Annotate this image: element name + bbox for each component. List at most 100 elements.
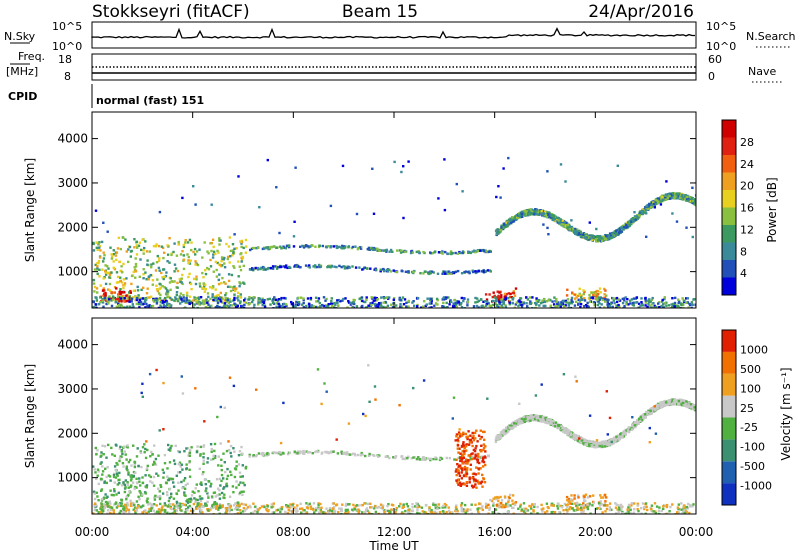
power-cell <box>158 282 161 286</box>
power-cell <box>107 267 110 270</box>
power-cell <box>593 237 596 241</box>
power-cell <box>545 300 549 303</box>
velocity-cell <box>421 457 424 460</box>
power-cell <box>615 296 619 300</box>
velocity-cell <box>555 423 558 426</box>
power-cell <box>557 217 561 220</box>
power-cell <box>240 245 243 249</box>
velocity-cell <box>127 473 130 476</box>
power-cell <box>189 259 192 262</box>
velocity-cell <box>97 499 100 502</box>
power-cell <box>271 301 275 304</box>
velocity-cell <box>364 454 367 458</box>
power-cell <box>144 298 147 302</box>
power-cell <box>622 224 625 227</box>
power-cell <box>197 296 200 299</box>
power-cell <box>198 282 201 285</box>
power-cell <box>573 304 577 307</box>
power-cell <box>374 296 377 299</box>
power-cell <box>670 195 673 199</box>
power-cell <box>551 300 554 303</box>
power-cell <box>348 266 351 269</box>
velocity-cell <box>186 498 189 502</box>
power-cell <box>207 295 210 299</box>
power-cell <box>628 224 632 227</box>
power-cell <box>540 209 543 213</box>
power-cell <box>192 299 195 302</box>
power-cell <box>155 298 158 302</box>
velocity-cell <box>188 454 191 457</box>
power-cell <box>552 303 556 306</box>
power-cell <box>134 276 137 279</box>
power-cell <box>262 266 266 270</box>
power-cell <box>169 288 172 291</box>
power-cell <box>428 297 432 300</box>
power-cell <box>690 306 693 308</box>
power-cell <box>95 306 98 308</box>
power-cell <box>236 304 239 307</box>
velocity-cell <box>594 446 597 449</box>
power-cell <box>624 296 627 299</box>
power-cell <box>362 300 366 304</box>
power-cell <box>498 300 501 303</box>
power-cell <box>269 267 272 270</box>
power-cell <box>285 244 289 247</box>
power-cell <box>151 304 155 308</box>
power-cell <box>336 299 339 302</box>
power-cell <box>295 265 298 268</box>
power-cell <box>287 244 291 247</box>
power-cell <box>284 266 287 269</box>
velocity-cell <box>96 449 99 452</box>
power-cell <box>690 301 694 304</box>
power-cell <box>556 302 559 305</box>
power-cell <box>169 296 172 300</box>
power-cell <box>388 250 391 253</box>
power-cell <box>588 296 592 299</box>
velocity-cell <box>129 479 133 482</box>
velocity-cell <box>392 456 395 459</box>
power-cell <box>374 268 378 271</box>
power-cell <box>329 266 332 269</box>
power-cell <box>511 216 514 219</box>
velocity-cell <box>129 485 132 489</box>
power-cell <box>118 306 121 308</box>
power-cell <box>650 204 653 207</box>
power-cell <box>115 305 118 308</box>
power-cell <box>517 300 520 303</box>
power-cell <box>119 297 123 300</box>
power-cell <box>290 300 293 304</box>
power-cell <box>661 195 664 199</box>
power-cell <box>95 241 98 244</box>
power-cell <box>685 226 688 229</box>
power-cell <box>641 209 644 213</box>
velocity-cell <box>167 499 171 503</box>
power-cell <box>158 257 161 260</box>
power-cell <box>118 260 122 263</box>
power-cell <box>579 231 582 234</box>
power-cell <box>623 299 626 302</box>
power-cell <box>573 297 577 300</box>
velocity-cell <box>472 457 475 460</box>
power-cell <box>135 296 139 300</box>
power-cell <box>598 298 601 301</box>
power-cell <box>190 287 193 291</box>
velocity-cell <box>169 495 173 498</box>
power-cell <box>197 302 200 305</box>
velocity-cell <box>219 484 222 487</box>
power-cell <box>512 290 515 293</box>
power-cell <box>166 253 170 256</box>
power-cell <box>622 297 626 300</box>
power-cell <box>121 271 124 274</box>
power-cell <box>202 287 205 290</box>
power-cell <box>141 238 144 241</box>
power-cell <box>128 295 131 298</box>
power-cell <box>248 302 252 305</box>
velocity-cell <box>330 450 333 453</box>
velocity-cell <box>189 449 192 452</box>
power-cell <box>233 233 236 236</box>
power-cell <box>235 287 238 290</box>
velocity-cell <box>137 495 140 498</box>
power-cell <box>333 301 336 305</box>
velocity-cell <box>238 450 242 453</box>
velocity-cell <box>107 474 111 477</box>
